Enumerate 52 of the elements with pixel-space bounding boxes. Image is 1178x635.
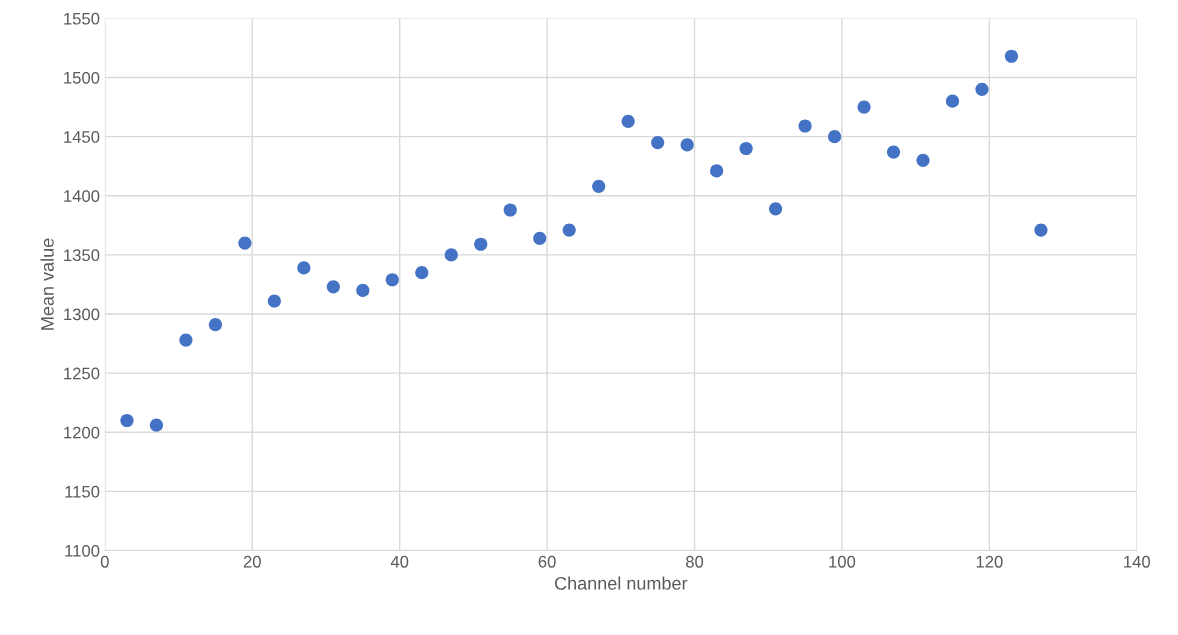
point (827, 130, 842, 144)
point (149, 418, 164, 432)
x-tick-label: 140 (1124, 555, 1151, 568)
x-tick-label: 0 (100, 555, 109, 568)
x-axis-title: Channel number (554, 576, 688, 590)
y-tick-label: 1300 (64, 308, 100, 321)
x-tick-label: 20 (243, 555, 261, 568)
x-tick-label: 60 (538, 555, 556, 568)
y-tick-label: 1500 (64, 71, 100, 84)
y-tick-label: 1450 (64, 131, 100, 143)
point (710, 164, 724, 178)
point (975, 82, 989, 96)
point (562, 223, 576, 237)
point (680, 138, 694, 152)
point (385, 273, 399, 287)
x-tick-label: 80 (685, 555, 704, 568)
point (297, 261, 311, 275)
point (326, 280, 340, 294)
point (798, 119, 812, 133)
point (651, 135, 665, 150)
point (474, 237, 488, 251)
y-tick-label: 1400 (64, 190, 100, 202)
point (1034, 223, 1048, 237)
y-tick-label: 1350 (64, 249, 100, 262)
y-tick-label: 1250 (64, 367, 100, 380)
point (503, 203, 517, 217)
point (120, 413, 134, 428)
point (945, 94, 960, 108)
point (444, 248, 458, 262)
point (857, 100, 871, 114)
point (621, 114, 635, 128)
point (886, 145, 901, 159)
point (592, 179, 606, 193)
point (238, 236, 252, 250)
x-tick-label: 120 (976, 555, 1003, 568)
y-tick-label: 1550 (64, 12, 100, 25)
point (267, 294, 281, 308)
y-axis-title: Mean value (40, 238, 54, 330)
point (916, 153, 930, 167)
point (208, 318, 222, 332)
point (769, 202, 783, 216)
point (533, 231, 547, 245)
point (179, 333, 193, 347)
x-tick-label: 100 (829, 555, 856, 568)
y-tick-label: 1200 (64, 426, 100, 439)
point (1004, 49, 1019, 63)
y-tick-label: 1150 (65, 485, 100, 498)
y-tick-label: 1100 (65, 544, 100, 557)
point (356, 283, 370, 297)
point (415, 266, 429, 280)
point (739, 141, 753, 156)
x-tick-label: 40 (390, 555, 409, 568)
